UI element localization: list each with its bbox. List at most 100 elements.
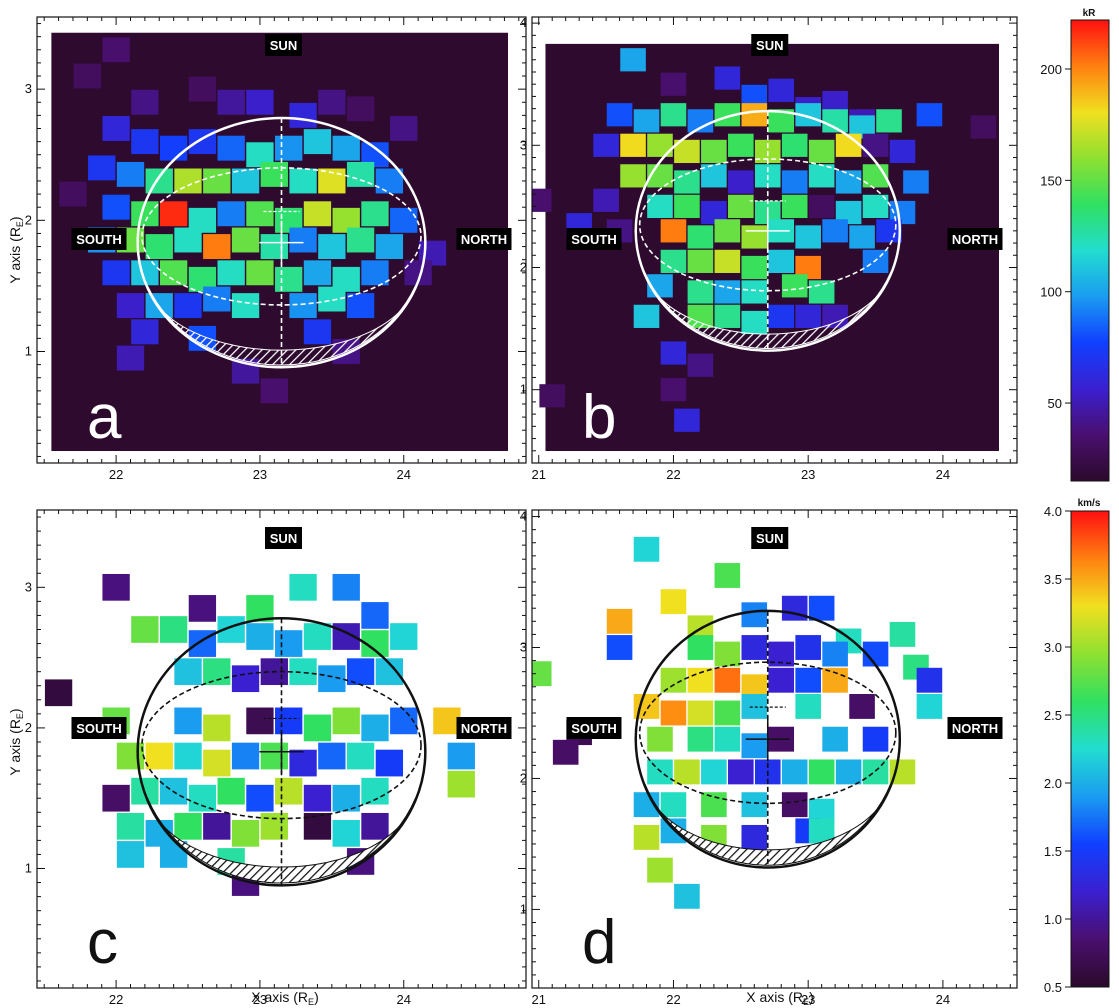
heatmap-cell: [532, 661, 552, 687]
heatmap-cell: [390, 623, 418, 650]
heatmap-cell: [714, 280, 741, 304]
heatmap-cell: [88, 155, 116, 181]
heatmap-cell: [303, 623, 332, 650]
x-axis-title-c: X axis (RE): [251, 989, 318, 1007]
heatmap-cell: [318, 234, 346, 260]
heatmap-cell: [116, 812, 145, 840]
heatmap-cell: [102, 194, 130, 220]
y-tick-label: 3: [25, 579, 32, 594]
heatmap-cell: [741, 84, 768, 109]
heatmap-cell: [332, 819, 360, 847]
north-label: NORTH: [952, 232, 998, 247]
heatmap-cell: [647, 857, 673, 883]
y-tick-label: 3: [25, 81, 32, 96]
heatmap-cell: [102, 260, 130, 286]
y-tick-label: 2: [25, 212, 32, 227]
heatmap-cell: [174, 293, 202, 319]
panel-frame: [531, 509, 1018, 989]
heatmap-cell: [246, 784, 274, 812]
heatmap-cell: [332, 784, 360, 812]
north-label-background: [947, 228, 1003, 250]
heatmap-cell: [701, 792, 727, 818]
heatmap-cell: [174, 742, 202, 770]
colorbar-tick-label: 2.5: [1044, 708, 1062, 723]
sun-label-background: [751, 34, 789, 56]
heatmap-cell: [687, 667, 714, 693]
heatmap-cell: [203, 812, 231, 840]
heatmap-cell: [970, 115, 997, 139]
y-tick-label: 3: [520, 137, 527, 152]
heatmap-cell: [246, 595, 274, 622]
north-label-background: [456, 717, 512, 739]
x-tick-label: 23: [253, 992, 267, 1007]
colorbar-tick-label: 2.0: [1044, 776, 1062, 791]
x-tick-label: 24: [397, 467, 411, 482]
heatmap-cell: [701, 200, 727, 225]
y-tick-label: 1: [25, 861, 32, 876]
heatmap-cell: [714, 66, 741, 90]
heatmap-cell: [116, 841, 145, 868]
heatmap-cell: [889, 139, 916, 164]
heatmap-cell: [303, 714, 332, 742]
heatmap-cell: [916, 667, 943, 693]
heatmap-cell: [916, 693, 943, 719]
heatmap-cell: [768, 109, 795, 133]
sun-label: SUN: [756, 531, 783, 546]
sun-label-background: [751, 527, 789, 549]
y-tick-label: 4: [520, 15, 527, 30]
heatmap-cell: [795, 255, 821, 280]
y-tick-label: 3: [520, 640, 527, 655]
colorbar-brightness-gradient: [1070, 19, 1110, 482]
heatmap-cell: [159, 616, 188, 643]
y-tick-label: 1: [520, 382, 527, 397]
heatmap-cell: [781, 274, 808, 298]
panel-letter: d: [582, 908, 616, 977]
heatmap-cell: [102, 116, 130, 141]
heatmap-cell: [231, 168, 260, 194]
heatmap-cell: [375, 168, 404, 194]
heatmap-cell: [203, 234, 231, 260]
colorbar-velocity-gradient: [1070, 510, 1110, 988]
heatmap-cell: [808, 139, 835, 164]
heatmap-cell: [620, 48, 646, 72]
heatmap-cell: [714, 667, 741, 693]
heatmap-cell: [318, 665, 346, 693]
heatmap-cell: [714, 103, 741, 127]
heatmap-cell: [714, 304, 741, 328]
heatmap-cell: [687, 249, 714, 273]
heatmap-cell: [361, 260, 389, 286]
heatmap-cell: [231, 227, 260, 253]
heatmap-cell: [687, 353, 714, 377]
heatmap-cell: [714, 726, 741, 752]
x-tick-label: 24: [936, 467, 950, 482]
heatmap-cell: [131, 319, 159, 345]
x-tick-label: 22: [109, 992, 123, 1007]
heatmap-cell: [303, 201, 332, 227]
x-tick-label: 22: [109, 467, 123, 482]
inner-dashed-ellipse: [638, 661, 897, 805]
x-tick-label: 23: [801, 992, 815, 1007]
heatmap-cell: [687, 700, 714, 726]
colorbar-tick-label: 0.5: [1044, 980, 1062, 995]
heatmap-cell: [539, 384, 566, 408]
heatmap-cell: [916, 103, 943, 127]
heatmap-cell: [862, 133, 889, 157]
heatmap-cell: [145, 234, 173, 260]
heatmap-cell: [687, 225, 714, 249]
heatmap-cell: [862, 194, 889, 219]
heatmap-cell: [289, 168, 317, 194]
heatmap-cell: [552, 739, 579, 765]
heatmap-cell: [217, 260, 245, 286]
heatmap-cell: [835, 170, 862, 194]
heatmap-cell: [102, 37, 130, 63]
heatmap-cell: [447, 770, 475, 798]
heatmap-cell: [674, 883, 700, 909]
heatmap-cell: [822, 641, 848, 667]
heatmap-cell: [361, 812, 389, 840]
heatmap-cell: [660, 72, 687, 96]
heatmap-cell: [174, 658, 202, 686]
heatmap-cell: [275, 135, 303, 161]
x-tick-label: 23: [801, 467, 815, 482]
